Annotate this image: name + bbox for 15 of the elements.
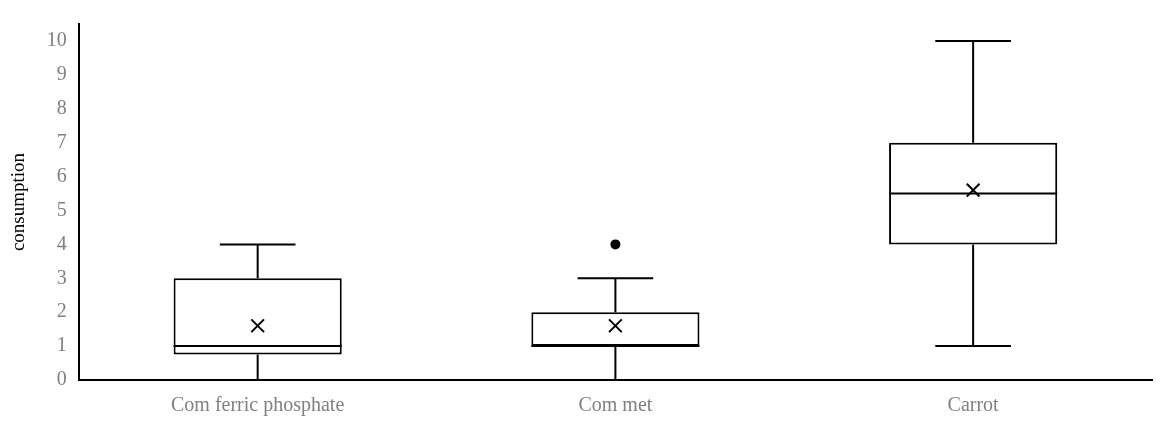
y-tick-label: 10 [46,28,67,51]
x-tick-label: Com ferric phosphate [171,393,345,417]
y-tick-label: 4 [56,231,67,254]
x-tick-label: Carrot [947,393,1000,416]
y-tick-label: 3 [56,265,67,288]
y-tick-label: 7 [56,129,67,152]
y-tick-label: 6 [56,163,67,186]
y-tick-label: 9 [56,62,67,85]
y-tick-label: 0 [56,367,67,390]
y-tick-label: 1 [56,333,67,356]
y-tick-label: 8 [56,96,67,119]
y-tick-label: 2 [56,299,67,322]
y-tick-label: 5 [56,197,67,220]
y-axis-title: consumption [7,152,29,252]
x-tick-label: Com met [578,393,653,416]
